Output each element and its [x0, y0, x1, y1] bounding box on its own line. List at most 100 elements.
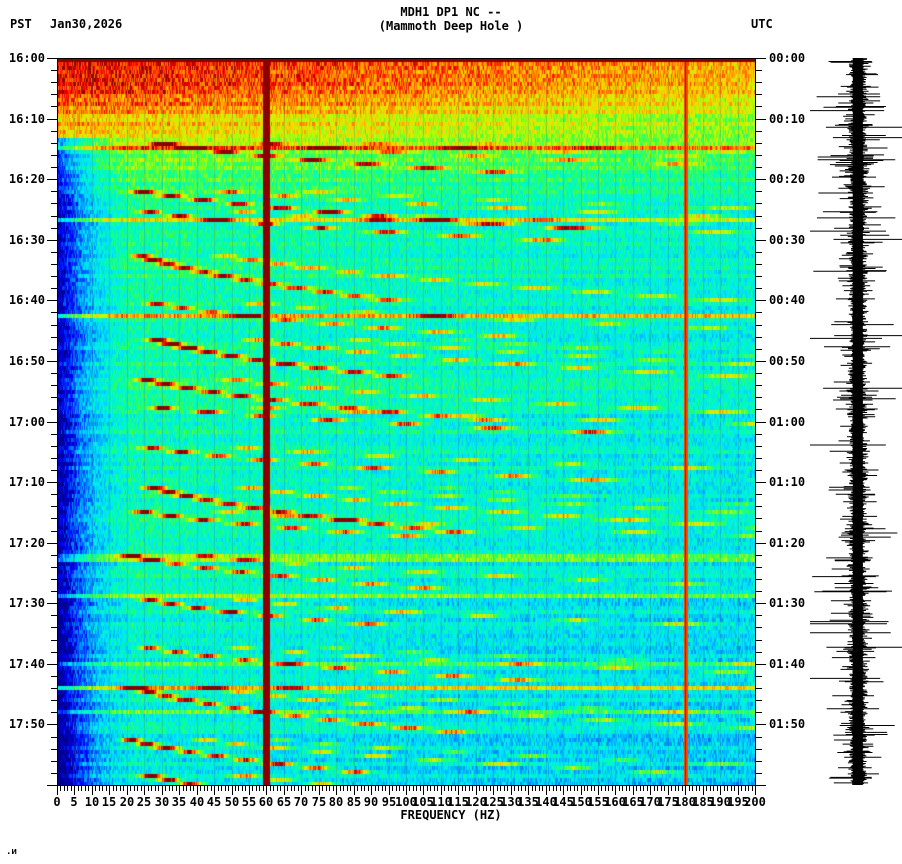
freq-tick-minor	[333, 786, 334, 791]
freq-tick-minor	[368, 786, 369, 791]
tick-right	[756, 179, 766, 180]
right-time-tick-label: 01:30	[769, 596, 806, 610]
freq-tick-major	[458, 786, 459, 795]
freq-tick-major	[197, 786, 198, 795]
freq-tick-minor	[584, 786, 585, 791]
freq-tick-minor	[347, 786, 348, 791]
freq-tick-minor	[521, 786, 522, 791]
frequency-tick-label: 55	[241, 795, 257, 809]
freq-tick-major	[668, 786, 669, 795]
freq-tick-minor	[375, 786, 376, 791]
tick-left	[51, 228, 57, 229]
tick-right	[756, 749, 762, 750]
freq-tick-minor	[574, 786, 575, 791]
tick-left	[51, 312, 57, 313]
freq-tick-minor	[619, 786, 620, 791]
tick-right	[756, 337, 762, 338]
tick-right	[756, 228, 762, 229]
freq-tick-minor	[221, 786, 222, 791]
tick-left	[47, 422, 57, 423]
freq-tick-major	[109, 786, 110, 795]
tick-right	[756, 58, 766, 59]
freq-tick-minor	[287, 786, 288, 791]
freq-tick-minor	[601, 786, 602, 791]
freq-tick-minor	[472, 786, 473, 791]
freq-tick-minor	[207, 786, 208, 791]
freq-tick-major	[74, 786, 75, 795]
tick-right	[756, 712, 762, 713]
frequency-tick-label: 70	[293, 795, 309, 809]
freq-tick-minor	[420, 786, 421, 791]
freq-tick-minor	[699, 786, 700, 791]
tick-left	[51, 470, 57, 471]
frequency-tick-label: 60	[258, 795, 274, 809]
freq-tick-minor	[277, 786, 278, 791]
freq-tick-major	[232, 786, 233, 795]
frequency-tick-label: 110	[430, 795, 452, 809]
tick-right	[756, 240, 766, 241]
tick-left	[51, 579, 57, 580]
freq-tick-minor	[560, 786, 561, 791]
freq-tick-minor	[340, 786, 341, 791]
tick-right	[756, 518, 762, 519]
left-time-tick-label: 16:20	[8, 172, 45, 186]
freq-tick-minor	[378, 786, 379, 791]
frequency-tick-label: 90	[363, 795, 379, 809]
freq-tick-minor	[155, 786, 156, 791]
freq-tick-minor	[99, 786, 100, 791]
utc-label: UTC	[751, 17, 773, 31]
tick-right	[756, 106, 762, 107]
left-time-tick-label: 16:30	[8, 233, 45, 247]
freq-tick-major	[755, 786, 756, 795]
freq-tick-minor	[218, 786, 219, 791]
corner-artifact-mark: .ᴎ	[6, 847, 17, 857]
freq-tick-minor	[183, 786, 184, 791]
tick-right	[756, 494, 762, 495]
tick-right	[756, 724, 766, 725]
tick-right	[756, 422, 766, 423]
tick-right	[756, 458, 762, 459]
freq-tick-minor	[252, 786, 253, 791]
freq-tick-minor	[273, 786, 274, 791]
tick-right	[756, 119, 766, 120]
frequency-tick-label: 105	[412, 795, 434, 809]
left-time-tick-label: 17:20	[8, 536, 45, 550]
frequency-tick-label: 75	[311, 795, 327, 809]
freq-tick-minor	[689, 786, 690, 791]
freq-tick-minor	[469, 786, 470, 791]
freq-tick-minor	[448, 786, 449, 791]
freq-tick-minor	[532, 786, 533, 791]
freq-tick-minor	[176, 786, 177, 791]
frequency-tick-label: 0	[53, 795, 61, 809]
freq-tick-minor	[706, 786, 707, 791]
freq-tick-minor	[710, 786, 711, 791]
freq-tick-minor	[67, 786, 68, 791]
freq-tick-minor	[671, 786, 672, 791]
left-time-tick-label: 16:00	[8, 51, 45, 65]
freq-tick-minor	[605, 786, 606, 791]
freq-tick-minor	[549, 786, 550, 791]
freq-tick-minor	[238, 786, 239, 791]
frequency-tick-label: 45	[206, 795, 222, 809]
tick-left	[51, 434, 57, 435]
freq-tick-minor	[654, 786, 655, 791]
freq-tick-minor	[123, 786, 124, 791]
tick-right	[756, 737, 762, 738]
freq-tick-major	[266, 786, 267, 795]
left-time-tick-label: 17:00	[8, 415, 45, 429]
freq-tick-minor	[539, 786, 540, 791]
freq-tick-minor	[664, 786, 665, 791]
tick-right	[756, 543, 766, 544]
tick-right	[756, 482, 766, 483]
frequency-tick-label: 165	[622, 795, 644, 809]
tick-left	[51, 373, 57, 374]
freq-tick-minor	[577, 786, 578, 791]
freq-tick-minor	[235, 786, 236, 791]
tick-right	[756, 325, 762, 326]
tick-left	[51, 94, 57, 95]
freq-tick-minor	[462, 786, 463, 791]
frequency-tick-label: 140	[535, 795, 557, 809]
freq-tick-minor	[507, 786, 508, 791]
station-code-title: MDH1 DP1 NC --	[400, 5, 502, 19]
tick-left	[51, 385, 57, 386]
